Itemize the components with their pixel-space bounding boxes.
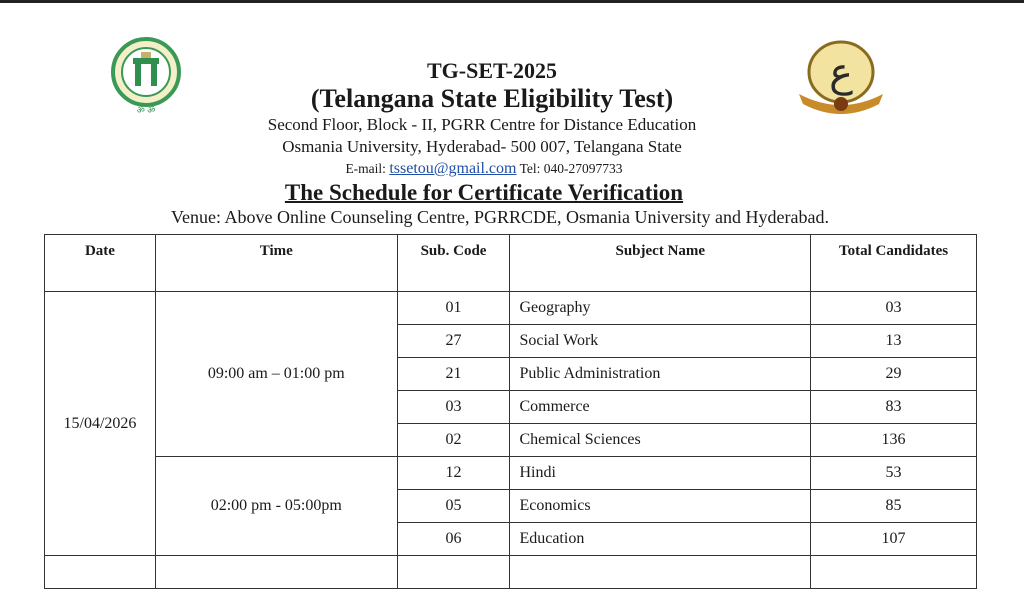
subject-name: Economics — [509, 489, 812, 523]
total-candidates: 13 — [810, 324, 977, 358]
time-slot-cell: 02:00 pm - 05:00pm — [154, 456, 398, 556]
sub-code: 21 — [396, 357, 511, 391]
contact-line: E-mail: tssetou@gmail.com Tel: 040-27097… — [0, 160, 984, 178]
sub-code: 06 — [396, 522, 511, 556]
cell — [44, 555, 156, 589]
schedule-title: The Schedule for Certificate Verificatio… — [0, 180, 984, 206]
telephone: Tel: 040-27097733 — [519, 161, 623, 176]
column-header-sub-code: Sub. Code — [396, 234, 511, 292]
table-row: 15/04/2026 09:00 am – 01:00 pm 01 Geogra… — [44, 291, 977, 556]
schedule-table: Date Time Sub. Code Subject Name Total C… — [44, 234, 977, 589]
top-border — [0, 0, 1024, 3]
venue: Venue: Above Online Counseling Centre, P… — [171, 207, 829, 227]
sub-code: 03 — [396, 390, 511, 424]
svg-text:ع: ع — [829, 50, 853, 96]
email-link[interactable]: tssetou@gmail.com — [389, 160, 517, 177]
column-header-subject-name: Subject Name — [509, 234, 812, 292]
cell — [154, 555, 398, 589]
svg-text:ॐ ॐ: ॐ ॐ — [137, 105, 156, 115]
time-slot-cell: 09:00 am – 01:00 pm — [154, 291, 398, 457]
subject-name: Geography — [509, 291, 812, 325]
column-header-total-candidates: Total Candidates — [810, 234, 977, 292]
subject-name: Education — [509, 522, 812, 556]
subject-name: Social Work — [509, 324, 812, 358]
subject-name: Commerce — [509, 390, 812, 424]
table-header-row: Date Time Sub. Code Subject Name Total C… — [44, 234, 977, 292]
osmania-university-emblem-logo: ع — [799, 40, 883, 114]
table-row-partial — [44, 555, 977, 589]
sub-code: 02 — [396, 423, 511, 457]
cell — [509, 555, 812, 589]
total-candidates: 83 — [810, 390, 977, 424]
sub-code: 12 — [396, 456, 511, 490]
total-candidates: 53 — [810, 456, 977, 490]
table-row: 02:00 pm - 05:00pm 12 Hindi 53 — [45, 456, 977, 556]
cell — [396, 555, 511, 589]
sub-code: 05 — [396, 489, 511, 523]
total-candidates: 03 — [810, 291, 977, 325]
subject-name: Hindi — [509, 456, 812, 490]
telangana-emblem-logo: ॐ ॐ — [111, 37, 181, 115]
total-candidates: 85 — [810, 489, 977, 523]
sub-code: 01 — [396, 291, 511, 325]
address-line-1: Second Floor, Block - II, PGRR Centre fo… — [267, 115, 697, 134]
sub-code: 27 — [396, 324, 511, 358]
column-header-time: Time — [154, 234, 398, 292]
document-subtitle: (Telangana State Eligibility Test) — [310, 84, 674, 113]
subject-name: Public Administration — [509, 357, 812, 391]
total-candidates: 107 — [810, 522, 977, 556]
email-label: E-mail: — [345, 161, 386, 176]
subject-name: Chemical Sciences — [509, 423, 812, 457]
total-candidates: 29 — [810, 357, 977, 391]
date-cell: 15/04/2026 — [44, 291, 156, 556]
address-line-2: Osmania University, Hyderabad- 500 007, … — [282, 137, 682, 156]
total-candidates: 136 — [810, 423, 977, 457]
document-title: TG-SET-2025 — [426, 58, 557, 83]
table-row: 03 Commerce 83 — [45, 390, 977, 424]
column-header-date: Date — [44, 234, 156, 292]
table-row: 06 Education 107 — [45, 522, 977, 556]
cell — [810, 555, 977, 589]
schedule-title-text: The Schedule for Certificate Verificatio… — [284, 180, 684, 205]
